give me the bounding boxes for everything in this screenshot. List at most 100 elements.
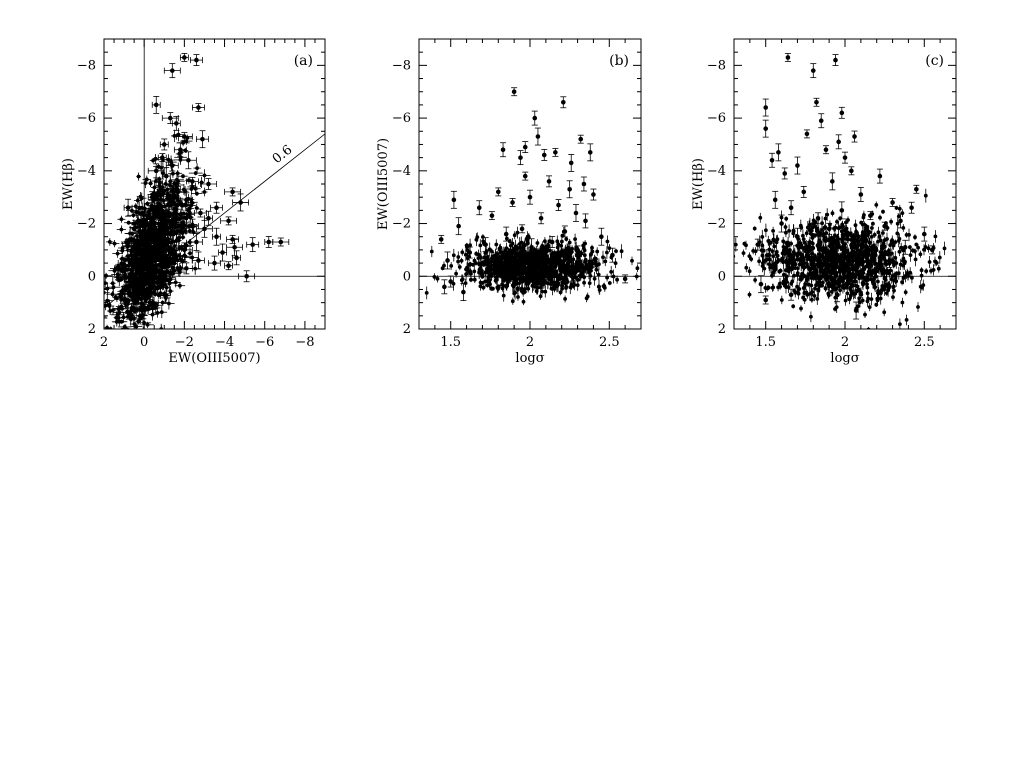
data-point bbox=[206, 181, 211, 187]
data-point bbox=[145, 237, 151, 242]
cloud-point bbox=[96, 280, 100, 284]
x-tick-label: −4 bbox=[215, 335, 234, 350]
x-tick-label: −8 bbox=[295, 335, 314, 350]
data-point bbox=[153, 102, 159, 108]
data-point bbox=[244, 273, 249, 279]
data-point bbox=[194, 57, 199, 63]
data-point bbox=[196, 258, 201, 263]
data-point bbox=[238, 200, 243, 205]
data-point bbox=[157, 244, 163, 250]
data-point bbox=[161, 142, 167, 147]
plot-frame bbox=[418, 38, 642, 330]
data-point bbox=[137, 281, 143, 287]
data-point bbox=[143, 263, 149, 269]
data-point bbox=[196, 105, 201, 110]
data-point bbox=[174, 186, 179, 192]
data-point bbox=[155, 205, 161, 211]
cloud-point bbox=[645, 264, 649, 268]
data-point bbox=[157, 192, 163, 197]
data-point bbox=[178, 147, 183, 153]
data-point bbox=[170, 163, 175, 168]
data-point bbox=[127, 276, 133, 282]
data-point bbox=[190, 223, 195, 229]
data-points bbox=[123, 53, 290, 317]
cloud-point bbox=[110, 341, 114, 345]
cloud-point bbox=[113, 339, 117, 343]
x-tick-label: 0 bbox=[140, 335, 148, 350]
data-point bbox=[143, 289, 149, 295]
slope-label: 0.6 bbox=[270, 143, 296, 168]
x-tick-label: −2 bbox=[175, 335, 194, 350]
data-point bbox=[165, 202, 171, 208]
data-point bbox=[125, 205, 131, 211]
data-point bbox=[184, 266, 189, 271]
cloud-point bbox=[92, 372, 96, 376]
cloud-point bbox=[127, 334, 131, 338]
data-point bbox=[234, 255, 239, 261]
data-point bbox=[186, 157, 191, 163]
data-point bbox=[212, 260, 217, 266]
cloud-point bbox=[160, 330, 164, 334]
cloud-point bbox=[100, 315, 104, 319]
data-point bbox=[190, 179, 195, 184]
plot-area bbox=[87, 39, 325, 376]
data-point bbox=[178, 229, 183, 234]
y-tick-label: −6 bbox=[77, 111, 96, 126]
data-point bbox=[198, 210, 203, 216]
cloud-point bbox=[117, 332, 121, 336]
data-point bbox=[232, 244, 237, 250]
data-point bbox=[214, 234, 219, 240]
data-point bbox=[170, 68, 175, 73]
data-point bbox=[214, 205, 219, 211]
data-point bbox=[131, 226, 137, 232]
y-axis-label: EW(Hβ) bbox=[61, 158, 76, 210]
data-point bbox=[147, 273, 153, 279]
data-point bbox=[170, 271, 175, 276]
data-point bbox=[230, 237, 235, 242]
cloud-point bbox=[128, 350, 132, 354]
data-point bbox=[182, 55, 187, 60]
cloud-point bbox=[103, 357, 107, 361]
y-tick-label: −4 bbox=[77, 164, 96, 179]
x-tick-label: −6 bbox=[255, 335, 274, 350]
data-point bbox=[149, 252, 155, 258]
data-point bbox=[149, 194, 155, 200]
data-point bbox=[153, 231, 159, 237]
cloud-point bbox=[122, 350, 126, 354]
data-point bbox=[230, 189, 235, 195]
data-point bbox=[147, 300, 153, 305]
data-point bbox=[172, 252, 177, 258]
data-point bbox=[161, 260, 167, 266]
data-point bbox=[147, 215, 153, 221]
data-point bbox=[220, 250, 225, 255]
data-point bbox=[202, 226, 207, 232]
data-point bbox=[153, 168, 159, 174]
y-tick-label: 2 bbox=[88, 322, 96, 337]
data-point bbox=[278, 239, 284, 245]
data-point bbox=[133, 271, 139, 276]
data-point bbox=[131, 287, 137, 292]
data-point bbox=[206, 215, 211, 221]
data-point bbox=[182, 247, 187, 253]
axis-ticks: 2 0 −2 −4 −6 −8 2 0 −2 −4 −6 −8 bbox=[77, 38, 326, 350]
cloud-point bbox=[137, 361, 141, 365]
data-point bbox=[159, 279, 165, 284]
data-point bbox=[139, 308, 145, 313]
data-point bbox=[165, 239, 171, 245]
data-point bbox=[226, 218, 231, 224]
panel-label: (a) bbox=[294, 53, 313, 69]
data-point bbox=[151, 284, 157, 290]
cloud-point bbox=[115, 350, 119, 354]
y-tick-label: −2 bbox=[77, 217, 96, 232]
cloud-point bbox=[125, 329, 129, 333]
data-point bbox=[155, 268, 161, 274]
dense-point-cloud bbox=[424, 226, 649, 306]
data-point bbox=[172, 213, 177, 218]
plot-area bbox=[419, 87, 649, 306]
data-point bbox=[135, 295, 141, 300]
data-point bbox=[159, 155, 165, 160]
data-point bbox=[184, 197, 189, 203]
cloud-point bbox=[158, 335, 162, 339]
cloud-point bbox=[87, 360, 91, 364]
